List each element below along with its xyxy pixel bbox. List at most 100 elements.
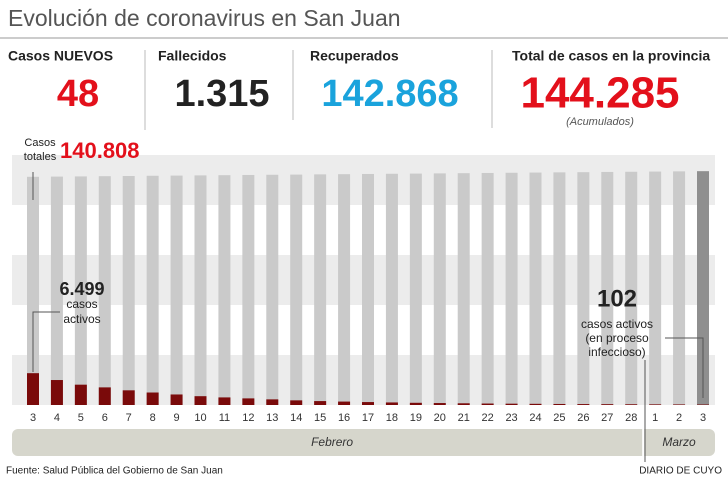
x-tick-label: 3 [700,412,706,424]
x-tick-label: 21 [458,412,470,424]
stat-value: 1.315 [174,73,269,115]
bar [529,403,542,405]
x-tick-label: 9 [174,412,180,424]
bar [625,404,638,405]
x-tick-label: 16 [338,412,350,424]
bar [290,174,303,405]
annotation: activos [63,312,100,326]
bar [409,402,422,405]
annotation: 102 [597,285,637,312]
source: Fuente: Salud Pública del Gobierno de Sa… [6,466,223,477]
stat-label: Recuperados [310,48,399,64]
bar [362,173,374,405]
annotation: 6.499 [59,279,104,299]
bar [146,392,159,405]
bar [170,394,183,405]
bar [194,175,207,405]
x-tick-label: 4 [54,412,60,424]
bar [74,384,87,405]
stat-label: Casos NUEVOS [8,48,113,64]
stat-label: Total de casos en la provincia [512,48,710,64]
bar [409,173,422,405]
bar [505,172,518,405]
stat-value: 142.868 [321,73,458,115]
bar [266,399,279,405]
x-tick-label: 2 [676,412,682,424]
bar [50,380,63,405]
bar [697,171,709,405]
bar [170,175,183,405]
x-tick-label: 12 [242,412,254,424]
bar [649,404,662,405]
bar [577,404,590,405]
x-tick-label: 11 [219,412,230,424]
x-tick-label: 5 [78,412,84,424]
x-tick-label: 10 [194,412,206,424]
bar [27,373,39,405]
x-tick-label: 6 [102,412,108,424]
month-label: Marzo [662,435,696,449]
month-label: Febrero [311,435,353,449]
x-tick-label: 14 [290,412,302,424]
bar [385,402,398,405]
bar [362,402,374,405]
bar [27,176,39,405]
bar [649,171,662,405]
bar [385,173,398,405]
bar [266,174,279,405]
bar [553,172,566,405]
x-tick-label: 23 [505,412,517,424]
bar [146,175,159,405]
x-tick-label: 19 [410,412,422,424]
x-tick-label: 24 [529,412,541,424]
bar [242,398,255,405]
bar [529,172,542,405]
x-tick-label: 28 [625,412,637,424]
annotation-line [32,311,60,372]
x-tick-label: 15 [314,412,326,424]
x-tick-label: 26 [577,412,589,424]
x-tick-label: 7 [126,412,132,424]
bar [601,171,614,405]
bar [98,176,111,405]
bar [50,176,63,405]
bar [290,400,303,405]
bar [314,401,327,405]
bar [457,173,470,405]
bar [433,173,446,405]
annotation: infeccioso) [588,345,645,359]
annotation: totales [24,151,57,163]
bar [218,397,231,405]
bar [74,176,87,405]
bar [122,175,135,405]
bar [194,396,207,405]
stat-label: Fallecidos [158,48,227,64]
bar [625,171,638,405]
bar [457,403,470,405]
annotation-line [665,337,704,398]
bar [218,175,231,405]
bar [433,403,446,405]
bar [314,174,327,405]
x-tick-label: 20 [434,412,446,424]
stat-value: 144.285 [520,69,679,118]
bar [673,171,686,405]
x-tick-label: 25 [553,412,565,424]
annotation-value: 140.808 [60,138,140,163]
annotation: Casos [24,137,56,149]
x-tick-label: 27 [601,412,613,424]
month-strip [12,429,715,456]
x-tick-label: 3 [30,412,36,424]
bar [338,401,351,405]
x-tick-label: 18 [386,412,398,424]
bar [338,174,351,405]
x-tick-label: 22 [482,412,494,424]
bar [242,174,255,405]
bar [553,403,566,405]
credit: DIARIO DE CUYO [639,466,722,477]
bar [673,404,686,405]
stat-note: (Acumulados) [566,116,634,128]
bar [98,387,111,405]
x-tick-label: 17 [362,412,374,424]
